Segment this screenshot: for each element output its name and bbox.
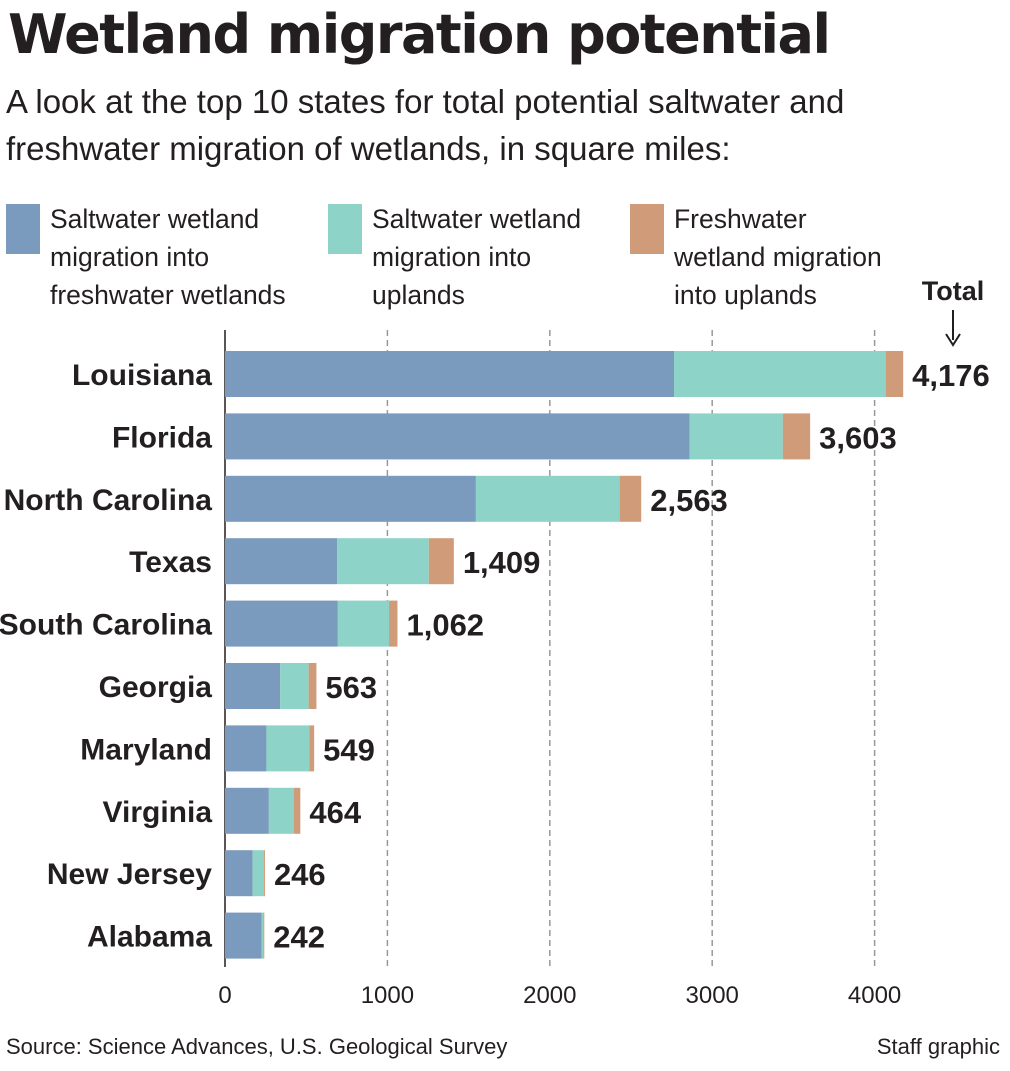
bar-saltwater-to-uplands: [475, 475, 620, 522]
bar-freshwater-to-uplands: [263, 912, 265, 959]
legend-swatch-freshwater-to-uplands: [630, 204, 664, 254]
bar-freshwater-to-uplands: [619, 475, 642, 522]
y-category-label: Virginia: [103, 796, 213, 829]
total-header: Total: [922, 276, 985, 306]
bar-saltwater-to-freshwater: [225, 538, 338, 585]
bar-saltwater-to-uplands: [268, 787, 295, 834]
legend-line: wetland migration: [674, 242, 882, 272]
legend-label-saltwater-to-freshwater: Saltwater wetland migration into freshwa…: [50, 200, 286, 314]
bar-chart: Total 0 1000 2000 3000 4000 Louisiana 4,176 Flo…: [0, 276, 990, 1009]
total-value-label: 2,563: [650, 483, 728, 518]
bar-saltwater-to-freshwater: [225, 787, 269, 834]
bar-freshwater-to-uplands: [294, 787, 301, 834]
bar-saltwater-to-uplands: [280, 663, 309, 709]
bar-saltwater-to-uplands: [689, 413, 783, 460]
legend-label-freshwater-to-uplands: Freshwater wetland migration into upland…: [674, 200, 882, 314]
bar-saltwater-to-freshwater: [225, 850, 253, 897]
total-value-label: 1,409: [463, 545, 541, 580]
x-tick-label: 2000: [523, 982, 576, 1009]
x-tick-label: 3000: [686, 982, 739, 1009]
bar-freshwater-to-uplands: [782, 413, 811, 460]
y-category-label: Alabama: [87, 921, 212, 954]
bar-saltwater-to-uplands: [266, 725, 310, 772]
bar-saltwater-to-uplands: [337, 600, 390, 647]
legend-line: migration into: [50, 242, 210, 272]
bar-saltwater-to-freshwater: [225, 725, 267, 772]
y-category-label: South Carolina: [0, 609, 212, 642]
bar-saltwater-to-freshwater: [225, 475, 476, 522]
bar-saltwater-to-freshwater: [225, 351, 675, 397]
legend-line: Saltwater wetland: [50, 204, 260, 234]
total-value-label: 3,603: [819, 420, 897, 455]
bar-saltwater-to-freshwater: [225, 413, 690, 460]
credit-note: Staff graphic: [876, 1034, 1000, 1059]
chart-title: Wetland migration potential: [8, 3, 831, 66]
legend-line: into uplands: [674, 280, 817, 310]
x-tick-label: 0: [218, 982, 231, 1009]
legend-line: migration into: [372, 242, 532, 272]
total-value-label: 1,062: [406, 608, 484, 643]
legend-line: freshwater wetlands: [50, 280, 286, 310]
bar-freshwater-to-uplands: [263, 850, 265, 897]
legend-line: Freshwater: [674, 204, 807, 234]
legend-swatch-saltwater-to-freshwater: [6, 204, 40, 254]
y-category-label: Maryland: [80, 733, 212, 766]
bars: [225, 351, 904, 959]
total-value-label: 563: [325, 670, 377, 705]
bar-freshwater-to-uplands: [389, 600, 398, 647]
bar-saltwater-to-uplands: [337, 538, 429, 585]
legend-line: uplands: [372, 280, 465, 310]
bar-freshwater-to-uplands: [309, 725, 315, 772]
bar-freshwater-to-uplands: [428, 538, 454, 585]
x-tick-label: 1000: [361, 982, 414, 1009]
total-value-label: 4,176: [912, 358, 990, 393]
bar-saltwater-to-freshwater: [225, 600, 338, 647]
total-value-label: 464: [309, 795, 361, 830]
y-category-label: North Carolina: [4, 484, 213, 517]
bar-freshwater-to-uplands: [885, 351, 904, 397]
y-category-label: Texas: [129, 546, 212, 579]
y-category-label: Louisiana: [72, 359, 212, 392]
bar-saltwater-to-freshwater: [225, 912, 262, 959]
legend-line: Saltwater wetland: [372, 204, 582, 234]
legend-label-saltwater-to-uplands: Saltwater wetland migration into uplands: [372, 200, 581, 314]
source-note: Source: Science Advances, U.S. Geologica…: [6, 1034, 508, 1059]
total-value-label: 242: [273, 920, 325, 955]
chart-subtitle: A look at the top 10 states for total po…: [6, 83, 845, 167]
legend-swatch-saltwater-to-uplands: [328, 204, 362, 254]
bar-saltwater-to-uplands: [674, 351, 886, 397]
y-category-label: Florida: [112, 421, 212, 454]
bar-saltwater-to-uplands: [261, 912, 264, 959]
total-value-label: 549: [323, 732, 375, 767]
y-category-label: Georgia: [99, 671, 213, 704]
total-value-label: 246: [274, 857, 326, 892]
total-arrow-head: [945, 333, 961, 347]
bar-freshwater-to-uplands: [308, 663, 317, 709]
bar-saltwater-to-uplands: [252, 850, 264, 897]
bar-saltwater-to-freshwater: [225, 663, 281, 709]
labels: 0 1000 2000 3000 4000 Louisiana 4,176 Florida 3,…: [0, 358, 990, 1009]
x-tick-label: 4000: [848, 982, 901, 1009]
y-category-label: New Jersey: [47, 858, 212, 891]
